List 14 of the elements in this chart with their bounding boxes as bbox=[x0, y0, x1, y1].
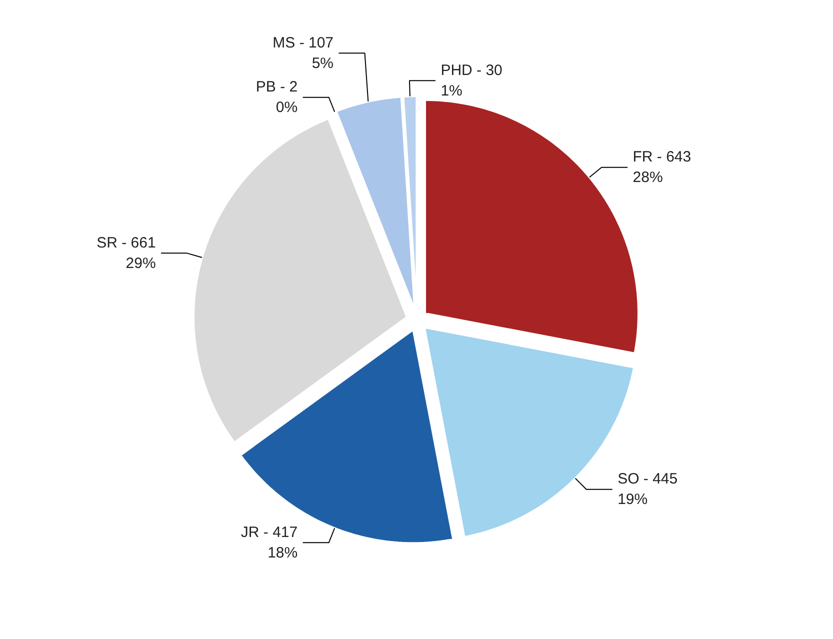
slice-label: PHD - 30 bbox=[440, 62, 502, 79]
slice-label: SR - 661 bbox=[96, 234, 156, 252]
slice-label: JR - 417 bbox=[240, 524, 298, 541]
slice-label: FR - 643 bbox=[632, 148, 692, 166]
data-label: 1% bbox=[440, 82, 462, 100]
text: 0% bbox=[276, 99, 298, 116]
data-label: 19% bbox=[618, 491, 648, 508]
data-label: 29% bbox=[126, 254, 156, 272]
slice-label: MS - 107 bbox=[272, 34, 334, 52]
slice-label: SO - 445 bbox=[618, 470, 678, 488]
data-label: 28% bbox=[632, 169, 663, 186]
data-label: 5% bbox=[312, 54, 334, 72]
data-label: 18% bbox=[268, 544, 298, 562]
category-label: PB - 2 bbox=[256, 78, 298, 96]
